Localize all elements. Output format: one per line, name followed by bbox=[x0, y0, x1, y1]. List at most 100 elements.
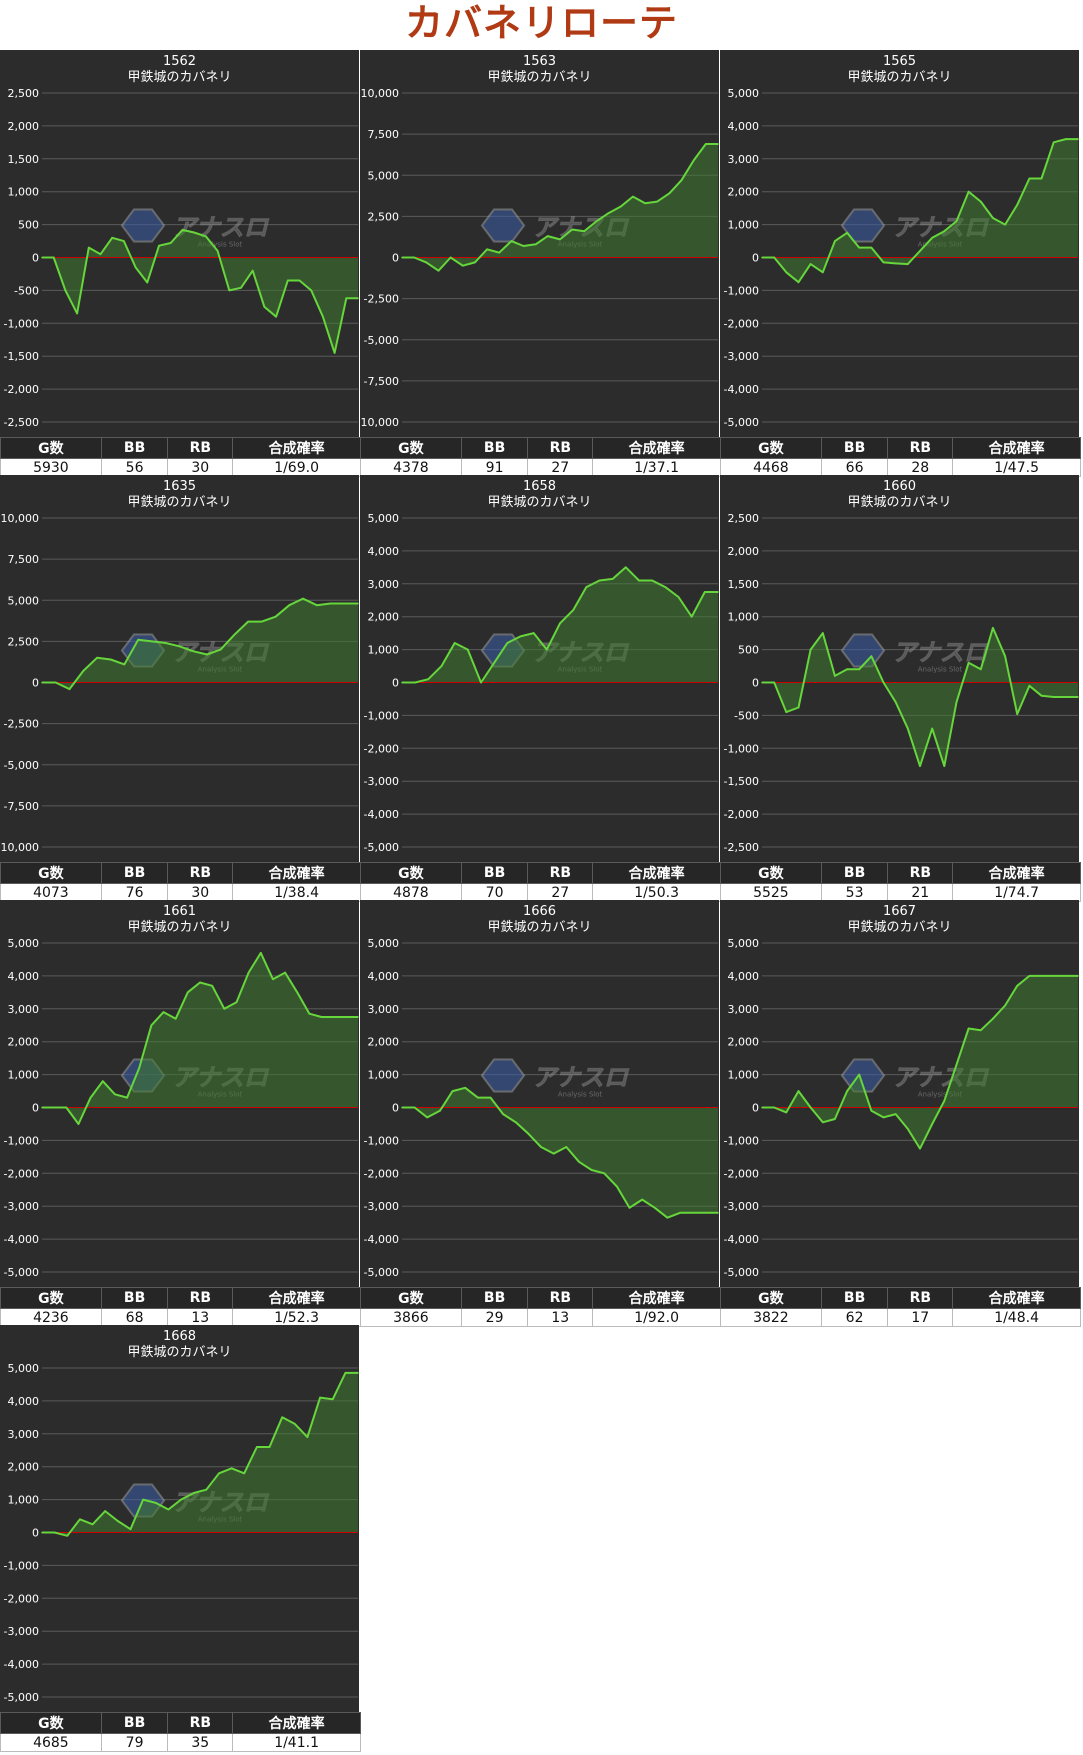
chart-title: 1562 bbox=[162, 54, 197, 69]
data-point bbox=[1028, 177, 1031, 180]
stats-bb: 91 bbox=[460, 458, 529, 477]
y-tick-label: 0 bbox=[32, 1527, 39, 1540]
data-point bbox=[1004, 1004, 1006, 1007]
y-tick-label: -2,500 bbox=[724, 841, 759, 854]
data-point bbox=[114, 1093, 116, 1096]
data-point bbox=[704, 1212, 707, 1214]
chart-panel-1667: 5,000 4,000 3,000 2,000 1,000 0 -1,000 -2,000 -3… bbox=[720, 900, 1081, 1327]
data-point bbox=[527, 1133, 530, 1135]
data-point bbox=[858, 246, 860, 249]
data-point bbox=[192, 650, 194, 652]
stats-header-rb: RB bbox=[887, 1287, 954, 1309]
data-point bbox=[598, 579, 601, 582]
stats-header-bb: BB bbox=[100, 862, 169, 884]
stats-rb: 27 bbox=[527, 883, 594, 902]
data-point bbox=[967, 190, 970, 193]
stats-bb: 53 bbox=[820, 883, 889, 902]
data-point bbox=[344, 1372, 347, 1374]
stats-header-rb: RB bbox=[527, 437, 594, 459]
stats-header-rb: RB bbox=[167, 1287, 234, 1309]
stats-header-bb: BB bbox=[460, 1287, 529, 1309]
data-point bbox=[281, 1416, 284, 1419]
chart-panel-1565: 5,000 4,000 3,000 2,000 1,000 0 -1,000 -2,000 -3… bbox=[720, 50, 1081, 477]
stats-bb: 76 bbox=[100, 883, 169, 902]
data-point bbox=[522, 245, 525, 247]
chart-panel-1661: 5,000 4,000 3,000 2,000 1,000 0 -1,000 -2,000 -3… bbox=[0, 900, 361, 1327]
y-tick-label: -1,500 bbox=[724, 775, 759, 788]
stats-header-rate: 合成確率 bbox=[592, 437, 721, 459]
y-tick-label: 1,000 bbox=[368, 1069, 400, 1082]
stats-games: 3866 bbox=[360, 1308, 462, 1327]
data-point bbox=[583, 230, 586, 232]
data-point bbox=[52, 256, 55, 259]
data-point bbox=[822, 632, 824, 634]
data-point bbox=[66, 1535, 69, 1537]
y-tick-label: 2,000 bbox=[728, 545, 760, 558]
data-point bbox=[263, 306, 266, 308]
chart-title: 1635 bbox=[162, 479, 197, 494]
y-tick-label: -1,000 bbox=[724, 1134, 759, 1147]
stats-header-rate: 合成確率 bbox=[952, 437, 1081, 459]
data-point bbox=[571, 228, 573, 231]
stats-bb: 79 bbox=[100, 1733, 169, 1752]
stats-table: G数 BB RB 合成確率 4685 79 35 1/41.1 bbox=[0, 1712, 361, 1752]
data-point bbox=[180, 1498, 182, 1501]
data-point bbox=[1016, 713, 1018, 715]
data-point bbox=[206, 653, 208, 656]
data-point bbox=[1004, 223, 1006, 226]
y-tick-label: 5,000 bbox=[8, 937, 40, 950]
data-point bbox=[230, 1467, 233, 1470]
chart-subtitle: 甲鉄城のカバネリ bbox=[847, 495, 952, 510]
chart-subtitle: 甲鉄城のカバネリ bbox=[487, 495, 592, 510]
chart-panel-1660: 2,500 2,000 1,500 1,000 500 0 -500 -1,000 -1,500… bbox=[720, 475, 1081, 902]
stats-table: G数 BB RB 合成確率 4073 76 30 1/38.4 bbox=[0, 862, 361, 902]
data-point bbox=[451, 1090, 454, 1092]
y-tick-label: -3,000 bbox=[724, 1200, 759, 1213]
y-tick-label: 4,000 bbox=[728, 120, 760, 133]
data-point bbox=[1028, 975, 1031, 977]
data-point bbox=[809, 648, 812, 651]
area-fill bbox=[42, 1372, 358, 1536]
chart-subtitle: 甲鉄城のカバネリ bbox=[127, 1345, 232, 1360]
data-point bbox=[773, 256, 775, 259]
stats-rb: 13 bbox=[167, 1308, 234, 1327]
stats-games: 4685 bbox=[0, 1733, 102, 1752]
data-point bbox=[846, 1090, 848, 1092]
y-tick-label: -2,500 bbox=[4, 416, 39, 429]
y-tick-label: 2,000 bbox=[8, 120, 40, 133]
data-point bbox=[907, 727, 909, 730]
data-point bbox=[41, 1531, 43, 1534]
y-tick-label: 5,000 bbox=[8, 594, 40, 607]
y-tick-label: 0 bbox=[752, 1102, 759, 1115]
data-point bbox=[680, 179, 683, 181]
stats-games: 5930 bbox=[0, 458, 102, 477]
data-point bbox=[211, 985, 213, 987]
data-point bbox=[761, 681, 763, 684]
data-point bbox=[181, 229, 184, 231]
y-tick-label: -3,000 bbox=[4, 1625, 39, 1638]
stats-games: 4236 bbox=[0, 1308, 102, 1327]
stats-header-rb: RB bbox=[527, 862, 594, 884]
y-tick-label: 7,500 bbox=[8, 553, 40, 566]
data-point bbox=[797, 281, 800, 283]
data-point bbox=[620, 205, 622, 208]
chart-panel-1658: 5,000 4,000 3,000 2,000 1,000 0 -1,000 -2,000 -3… bbox=[360, 475, 721, 902]
data-point bbox=[607, 212, 610, 214]
data-point bbox=[333, 352, 336, 354]
stats-header-games: G数 bbox=[0, 862, 102, 884]
data-point bbox=[41, 681, 43, 684]
y-tick-label: -3,000 bbox=[4, 1200, 39, 1213]
data-point bbox=[169, 242, 172, 244]
stats-rate: 1/47.5 bbox=[952, 458, 1081, 477]
y-tick-label: -3,000 bbox=[724, 350, 759, 363]
stats-header-rb: RB bbox=[887, 437, 954, 459]
y-tick-label: 5,000 bbox=[8, 1362, 40, 1375]
stats-rb: 35 bbox=[167, 1733, 234, 1752]
data-point bbox=[316, 604, 318, 606]
data-point bbox=[251, 269, 254, 272]
y-tick-label: -2,000 bbox=[364, 742, 399, 755]
data-point bbox=[666, 1216, 669, 1219]
data-point bbox=[692, 159, 695, 162]
data-point bbox=[664, 586, 667, 588]
